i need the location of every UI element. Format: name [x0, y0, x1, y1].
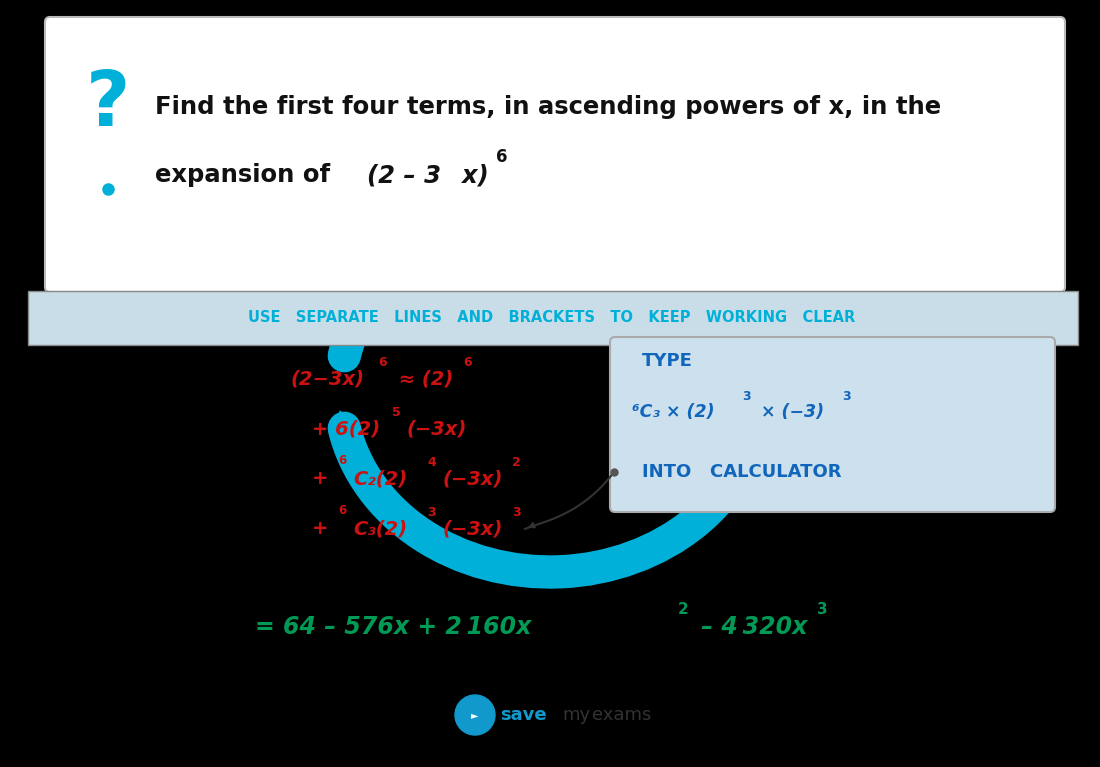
Text: – 4 320x: – 4 320x: [693, 615, 807, 639]
Text: (2 – 3: (2 – 3: [367, 163, 441, 187]
Text: USE   SEPARATE   LINES   AND   BRACKETS   TO   KEEP   WORKING   CLEAR: USE SEPARATE LINES AND BRACKETS TO KEEP …: [249, 311, 856, 325]
Text: × (−3): × (−3): [755, 403, 824, 421]
Text: (−3x): (−3x): [442, 469, 503, 489]
Text: x): x): [462, 163, 488, 187]
Text: my: my: [562, 706, 590, 724]
Circle shape: [455, 695, 495, 735]
Text: 3: 3: [427, 505, 436, 518]
Text: 3: 3: [742, 390, 750, 403]
Text: ►: ►: [471, 710, 478, 720]
Text: ⁶C₃ × (2): ⁶C₃ × (2): [632, 403, 715, 421]
Text: save: save: [500, 706, 547, 724]
FancyBboxPatch shape: [610, 337, 1055, 512]
FancyBboxPatch shape: [28, 291, 1078, 345]
Text: 3: 3: [512, 505, 520, 518]
Text: 6: 6: [338, 505, 346, 518]
FancyBboxPatch shape: [45, 17, 1065, 292]
Text: 6: 6: [338, 455, 346, 468]
Text: 6: 6: [496, 148, 507, 166]
Text: (−3x): (−3x): [442, 519, 503, 538]
Text: C₃(2): C₃(2): [353, 519, 407, 538]
Text: 6: 6: [463, 355, 472, 368]
Text: 2: 2: [512, 456, 520, 469]
Text: TYPE: TYPE: [642, 352, 693, 370]
Text: 3: 3: [817, 601, 827, 617]
Text: C₂(2): C₂(2): [353, 469, 407, 489]
Text: = 64 – 576x + 2 160x: = 64 – 576x + 2 160x: [255, 615, 531, 639]
Text: 3: 3: [842, 390, 850, 403]
Text: ≈ (2): ≈ (2): [392, 370, 453, 389]
Text: +: +: [312, 519, 329, 538]
Text: 4: 4: [427, 456, 436, 469]
Text: INTO   CALCULATOR: INTO CALCULATOR: [642, 463, 842, 481]
Text: 5: 5: [392, 406, 400, 419]
Text: expansion of: expansion of: [155, 163, 339, 187]
Text: + 6(2): + 6(2): [312, 420, 381, 439]
Text: exams: exams: [592, 706, 651, 724]
Text: Find the first four terms, in ascending powers of x, in the: Find the first four terms, in ascending …: [155, 95, 942, 119]
Text: ?: ?: [86, 68, 130, 142]
Text: 2: 2: [678, 601, 689, 617]
Text: (−3x): (−3x): [407, 420, 468, 439]
Text: 6: 6: [378, 355, 386, 368]
Text: (2−3x): (2−3x): [290, 370, 364, 389]
Text: +: +: [312, 469, 329, 489]
